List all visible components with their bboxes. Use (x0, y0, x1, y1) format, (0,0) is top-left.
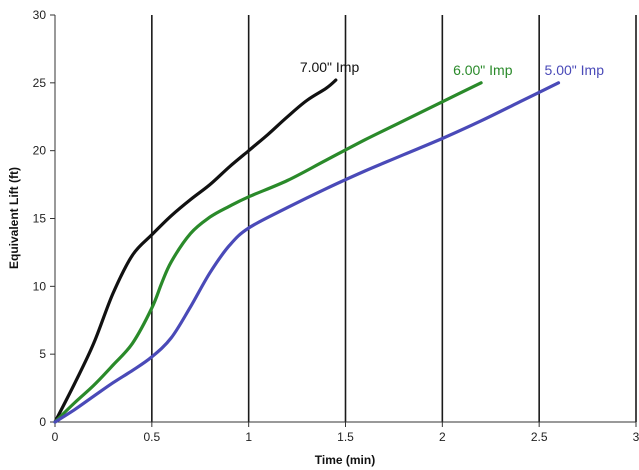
series-label-2: 6.00" Imp (453, 62, 513, 78)
x-tick-label: 0.5 (143, 430, 160, 444)
series-label-3: 5.00" Imp (545, 62, 605, 78)
x-tick-label: 1.5 (337, 430, 354, 444)
data-series (53, 78, 561, 424)
y-tick-label: 15 (33, 212, 47, 226)
y-tick-label: 30 (33, 8, 47, 22)
y-tick-label: 5 (39, 347, 46, 361)
grid-lines (151, 15, 637, 422)
series-label-1: 7.00" Imp (300, 59, 360, 75)
y-tick-label: 10 (33, 279, 47, 293)
series-line-3 (53, 81, 561, 424)
series-line-2 (53, 81, 483, 424)
series-line-1 (53, 78, 338, 424)
x-tick-label: 2.5 (531, 430, 548, 444)
x-axis-title: Time (min) (315, 453, 375, 467)
x-tick-label: 1 (245, 430, 252, 444)
x-tick-label: 3 (633, 430, 639, 444)
x-tick-label: 0 (52, 430, 59, 444)
y-axis-title: Equivalent Lift (ft) (7, 167, 21, 269)
y-tick-label: 25 (33, 76, 47, 90)
y-tick-label: 20 (33, 144, 47, 158)
y-tick-label: 0 (39, 415, 46, 429)
x-tick-label: 2 (439, 430, 446, 444)
series-labels: 7.00" Imp 6.00" Imp 5.00" Imp (300, 59, 604, 78)
